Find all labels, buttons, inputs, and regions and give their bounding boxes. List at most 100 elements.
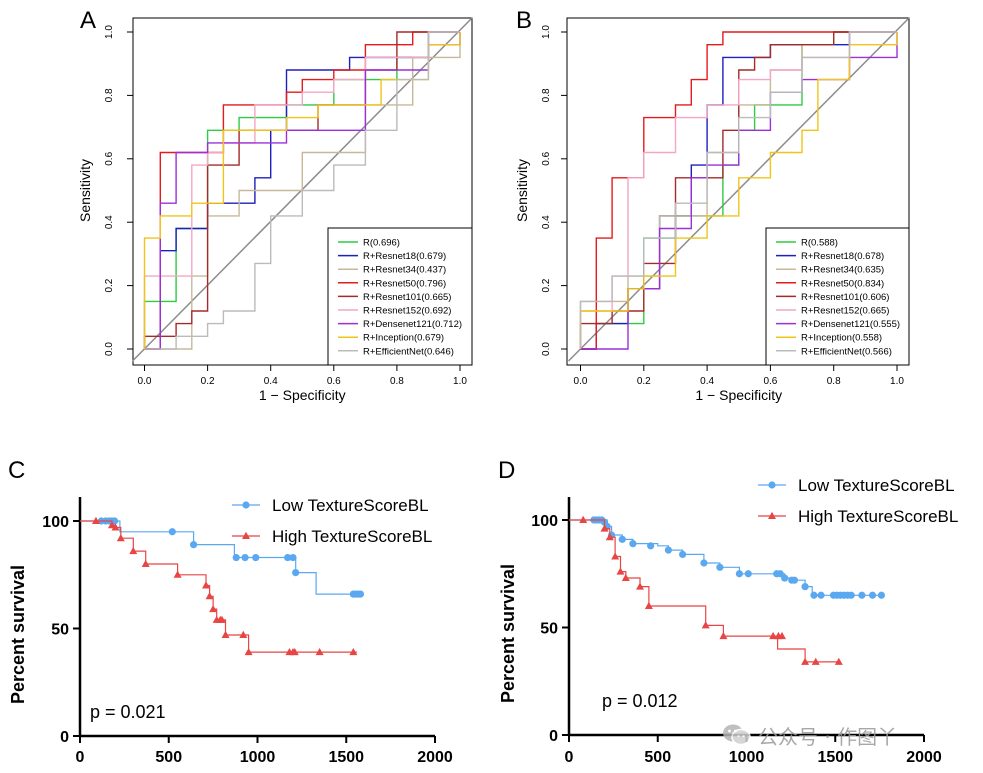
- y-axis-label: Percent survival: [8, 565, 28, 704]
- censor-marker: [205, 592, 214, 600]
- censor-marker: [611, 552, 620, 560]
- watermark-text: 公众号 · 作图丫: [758, 724, 898, 749]
- survival-panel-c: 0 500 1000 1500 2000 0 50 100 Percent survival p …: [8, 496, 453, 766]
- censor-marker: [858, 591, 866, 599]
- censor-marker: [629, 540, 637, 548]
- censor-marker: [315, 647, 324, 656]
- legend-label: R+Resnet50(0.834): [801, 278, 884, 289]
- p-value-label: p = 0.012: [602, 691, 678, 711]
- censor-marker: [776, 570, 784, 578]
- censor-marker: [616, 567, 625, 575]
- legend-label: High TextureScoreBL: [272, 527, 432, 546]
- x-tick-label: 1500: [328, 749, 364, 766]
- censor-marker: [284, 553, 292, 562]
- censor-marker: [621, 573, 630, 582]
- censor-marker: [719, 631, 728, 640]
- legend-swatch-marker: [242, 531, 250, 539]
- censor-marker: [781, 574, 789, 582]
- x-tick-label: 2000: [906, 749, 942, 766]
- y-tick-label: 100: [42, 514, 69, 531]
- x-tick-label: 0.8: [390, 376, 404, 387]
- legend-label: High TextureScoreBL: [798, 507, 958, 526]
- x-tick-label: 1.0: [890, 376, 904, 387]
- legend-swatch-marker: [768, 481, 776, 489]
- censor-marker: [91, 516, 100, 524]
- x-tick-label: 0.0: [574, 376, 588, 387]
- y-tick-label: 0: [60, 729, 69, 746]
- censor-marker: [679, 550, 687, 559]
- y-tick-label: 1.0: [541, 25, 552, 39]
- survival-curve-1: [569, 519, 841, 663]
- legend-swatch-marker: [768, 511, 776, 519]
- roc-curve-8: [144, 31, 460, 350]
- y-tick-label: 1.0: [104, 25, 115, 39]
- censor-marker: [790, 576, 799, 584]
- x-tick-label: 1500: [817, 749, 853, 766]
- x-axis-label: 1 − Specificity: [259, 387, 346, 403]
- censor-marker: [716, 563, 724, 571]
- censor-marker: [218, 615, 226, 623]
- censor-marker: [111, 523, 120, 531]
- y-tick-label: 0.2: [541, 278, 552, 292]
- roc-panel-b: 0.0 0.0 0.2 0.2 0.4 0.4 0.6 0.6 0.8 0.8 1.0 1.0 1 − …: [514, 17, 910, 403]
- roc-curve-8: [579, 31, 897, 349]
- censor-marker: [241, 553, 249, 562]
- y-tick-label: 0.4: [541, 215, 552, 229]
- roc-curve-5: [143, 31, 460, 349]
- x-tick-label: 0.6: [763, 376, 777, 387]
- censor-marker: [209, 604, 218, 613]
- censor-marker: [221, 630, 230, 638]
- censor-marker: [116, 534, 125, 542]
- y-tick-label: 0: [549, 728, 558, 745]
- censor-marker: [579, 515, 588, 523]
- x-tick-label: 0.6: [327, 376, 341, 387]
- censor-marker: [834, 657, 843, 665]
- y-tick-label: 100: [531, 513, 558, 530]
- panel-letter-a: A: [80, 7, 96, 34]
- y-tick-label: 0.2: [104, 278, 115, 292]
- plot-frame: [132, 17, 473, 366]
- censor-marker: [289, 553, 297, 562]
- roc-curve-1: [144, 31, 460, 350]
- censor-marker: [129, 546, 138, 555]
- legend-label: R+Resnet18(0.678): [801, 251, 884, 262]
- censor-marker: [664, 546, 673, 554]
- legend-label: R+Resnet152(0.665): [801, 306, 889, 317]
- censor-marker: [290, 647, 299, 656]
- x-tick-label: 1.0: [453, 376, 467, 387]
- plot-frame: [566, 17, 910, 366]
- censor-marker: [168, 528, 176, 536]
- legend-label: R+Resnet101(0.665): [363, 292, 451, 303]
- x-tick-label: 0: [76, 749, 85, 766]
- censor-marker: [644, 601, 653, 609]
- censor-marker: [600, 524, 609, 532]
- legend-label: R+Resnet34(0.437): [363, 265, 446, 276]
- censor-marker: [202, 581, 211, 589]
- censor-marker: [810, 591, 818, 599]
- censor-marker: [141, 559, 150, 567]
- legend-label: Low TextureScoreBL: [798, 476, 955, 495]
- censor-marker: [349, 647, 358, 656]
- y-tick-label: 0.8: [104, 88, 115, 102]
- x-tick-label: 0: [565, 749, 574, 766]
- censor-marker: [636, 582, 644, 590]
- legend-label: R(0.588): [801, 238, 838, 249]
- roc-panel-a: 0.0 0.0 0.2 0.2 0.4 0.4 0.6 0.6 0.8 0.8 1.0 1.0 1 − …: [77, 17, 473, 403]
- legend-label: R+Inception(0.558): [801, 333, 882, 344]
- p-value-label: p = 0.021: [90, 702, 166, 722]
- censor-marker: [817, 591, 825, 599]
- x-tick-label: 500: [155, 749, 182, 766]
- censor-marker: [877, 591, 886, 599]
- legend-label: R+Resnet101(0.606): [801, 292, 889, 303]
- censor-marker: [173, 570, 182, 578]
- legend-label: R+Inception(0.679): [363, 333, 444, 344]
- y-tick-label: 50: [540, 621, 558, 638]
- survival-panel-d: 0 500 1000 1500 2000 0 50 100 Percent survival p …: [498, 476, 958, 766]
- legend-label: R+Densenet121(0.712): [363, 319, 462, 330]
- legend-label: R+EfficientNet(0.566): [801, 346, 892, 357]
- x-tick-label: 500: [644, 749, 671, 766]
- y-tick-label: 0.6: [541, 151, 552, 165]
- censor-marker: [811, 657, 820, 665]
- censor-marker: [735, 570, 744, 578]
